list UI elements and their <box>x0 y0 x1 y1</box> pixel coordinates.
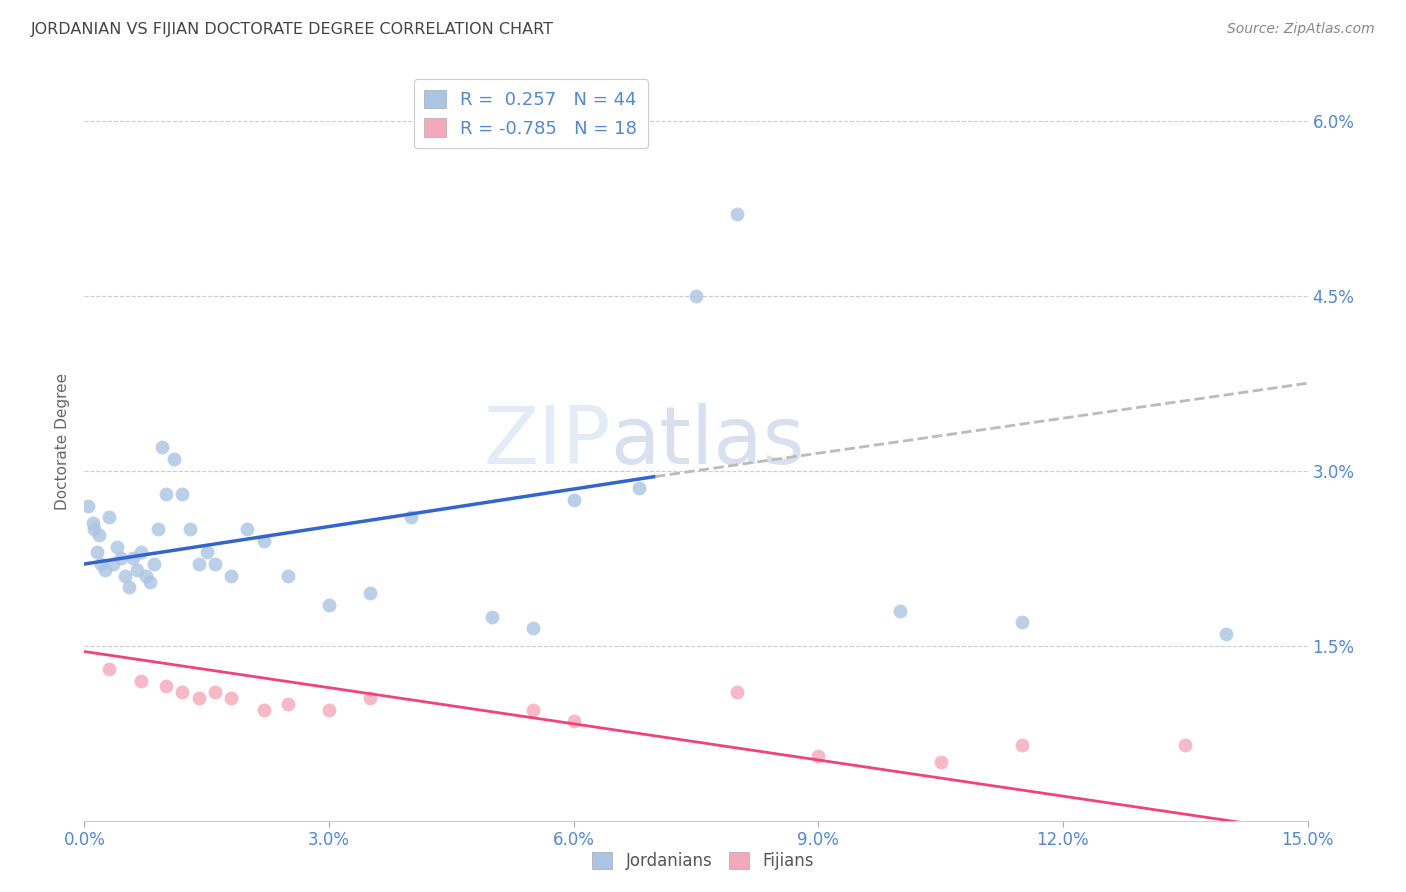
Point <box>131 673 153 688</box>
Point <box>929 756 952 770</box>
Point <box>83 522 105 536</box>
Point <box>86 545 108 559</box>
Point <box>82 516 104 531</box>
Point <box>725 207 748 221</box>
Point <box>179 522 201 536</box>
Point <box>122 551 145 566</box>
Point <box>118 580 141 594</box>
Point <box>807 749 830 764</box>
Text: ZIP: ZIP <box>484 402 610 481</box>
Point <box>1174 738 1197 752</box>
Point <box>399 510 422 524</box>
Point <box>87 528 110 542</box>
Point <box>253 703 276 717</box>
Point <box>172 487 194 501</box>
Point <box>150 441 173 455</box>
Point <box>685 289 707 303</box>
Point <box>1011 615 1033 630</box>
Point <box>522 621 544 635</box>
Point <box>110 551 132 566</box>
Point <box>187 691 209 706</box>
Y-axis label: Doctorate Degree: Doctorate Degree <box>55 373 70 510</box>
Point <box>236 522 259 536</box>
Point <box>187 557 209 571</box>
Point <box>90 557 112 571</box>
Point <box>219 691 242 706</box>
Point <box>142 557 165 571</box>
Legend: R =  0.257   N = 44, R = -0.785   N = 18: R = 0.257 N = 44, R = -0.785 N = 18 <box>413 79 648 148</box>
Point <box>253 533 276 548</box>
Text: atlas: atlas <box>610 402 804 481</box>
Point <box>204 685 226 699</box>
Point <box>277 568 299 582</box>
Point <box>101 557 124 571</box>
Point <box>135 568 157 582</box>
Point <box>195 545 218 559</box>
Legend: Jordanians, Fijians: Jordanians, Fijians <box>585 845 821 877</box>
Point <box>155 680 177 694</box>
Point <box>146 522 169 536</box>
Point <box>522 703 544 717</box>
Point <box>1215 627 1237 641</box>
Point <box>131 545 153 559</box>
Point <box>77 499 100 513</box>
Point <box>627 481 650 495</box>
Point <box>97 510 120 524</box>
Point <box>318 598 340 612</box>
Point <box>97 662 120 676</box>
Point <box>93 563 115 577</box>
Point <box>481 609 503 624</box>
Point <box>138 574 160 589</box>
Point <box>163 452 186 467</box>
Point <box>562 492 585 507</box>
Point <box>277 697 299 711</box>
Point <box>889 604 911 618</box>
Point <box>359 691 381 706</box>
Point <box>172 685 194 699</box>
Point <box>127 563 149 577</box>
Point <box>219 568 242 582</box>
Point <box>114 568 136 582</box>
Point <box>725 685 748 699</box>
Point <box>155 487 177 501</box>
Point <box>105 540 128 554</box>
Point <box>562 714 585 729</box>
Text: Source: ZipAtlas.com: Source: ZipAtlas.com <box>1227 22 1375 37</box>
Point <box>359 586 381 600</box>
Point <box>318 703 340 717</box>
Point <box>204 557 226 571</box>
Point <box>1011 738 1033 752</box>
Text: JORDANIAN VS FIJIAN DOCTORATE DEGREE CORRELATION CHART: JORDANIAN VS FIJIAN DOCTORATE DEGREE COR… <box>31 22 554 37</box>
